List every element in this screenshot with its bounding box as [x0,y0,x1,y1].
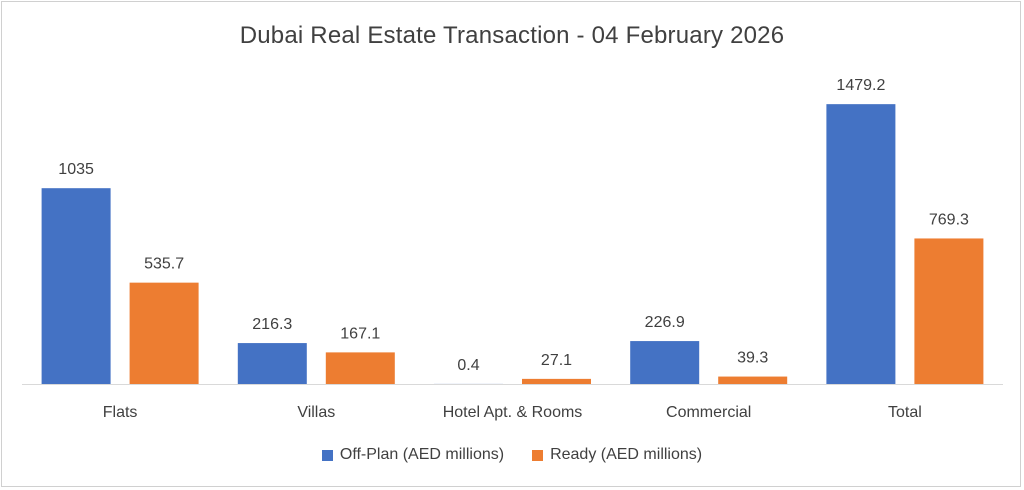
data-label-off-plan-2: 0.4 [457,357,479,374]
legend-label-off-plan: Off-Plan (AED millions) [339,446,505,463]
bar-off-plan-3 [630,341,700,384]
bar-off-plan-0 [41,188,111,384]
bar-ready-0 [129,282,199,384]
data-label-ready-2: 27.1 [541,352,572,369]
chart-title: Dubai Real Estate Transaction - 04 Febru… [239,22,785,49]
legend-label-ready: Ready (AED millions) [550,446,703,463]
bar-ready-4 [914,238,984,384]
legend-item-ready: Ready (AED millions) [532,446,702,464]
legend-item-off-plan: Off-Plan (AED millions) [321,446,505,464]
legend-swatch-off-plan [321,449,333,461]
data-label-ready-1: 167.1 [340,325,380,342]
data-label-ready-3: 39.3 [737,350,768,367]
bar-ready-2 [522,378,591,384]
bar-ready-3 [718,376,788,384]
legend-swatch-ready [532,449,544,461]
data-label-off-plan-1: 216.3 [252,316,292,333]
x-tick-label-4: Total [888,404,922,421]
x-tick-label-0: Flats [103,404,138,421]
data-label-off-plan-0: 1035 [58,161,94,178]
data-label-ready-0: 535.7 [144,256,184,273]
bar-off-plan-1 [237,343,307,384]
legend: Off-Plan (AED millions) Ready (AED milli… [0,446,1024,464]
data-label-off-plan-3: 226.9 [645,314,685,331]
bar-ready-1 [325,352,395,384]
x-tick-label-3: Commercial [666,404,751,421]
x-tick-label-2: Hotel Apt. & Rooms [443,404,583,421]
x-tick-label-1: Villas [297,404,335,421]
data-label-off-plan-4: 1479.2 [836,77,885,94]
data-label-ready-4: 769.3 [929,211,969,228]
bar-off-plan-4 [826,104,896,384]
